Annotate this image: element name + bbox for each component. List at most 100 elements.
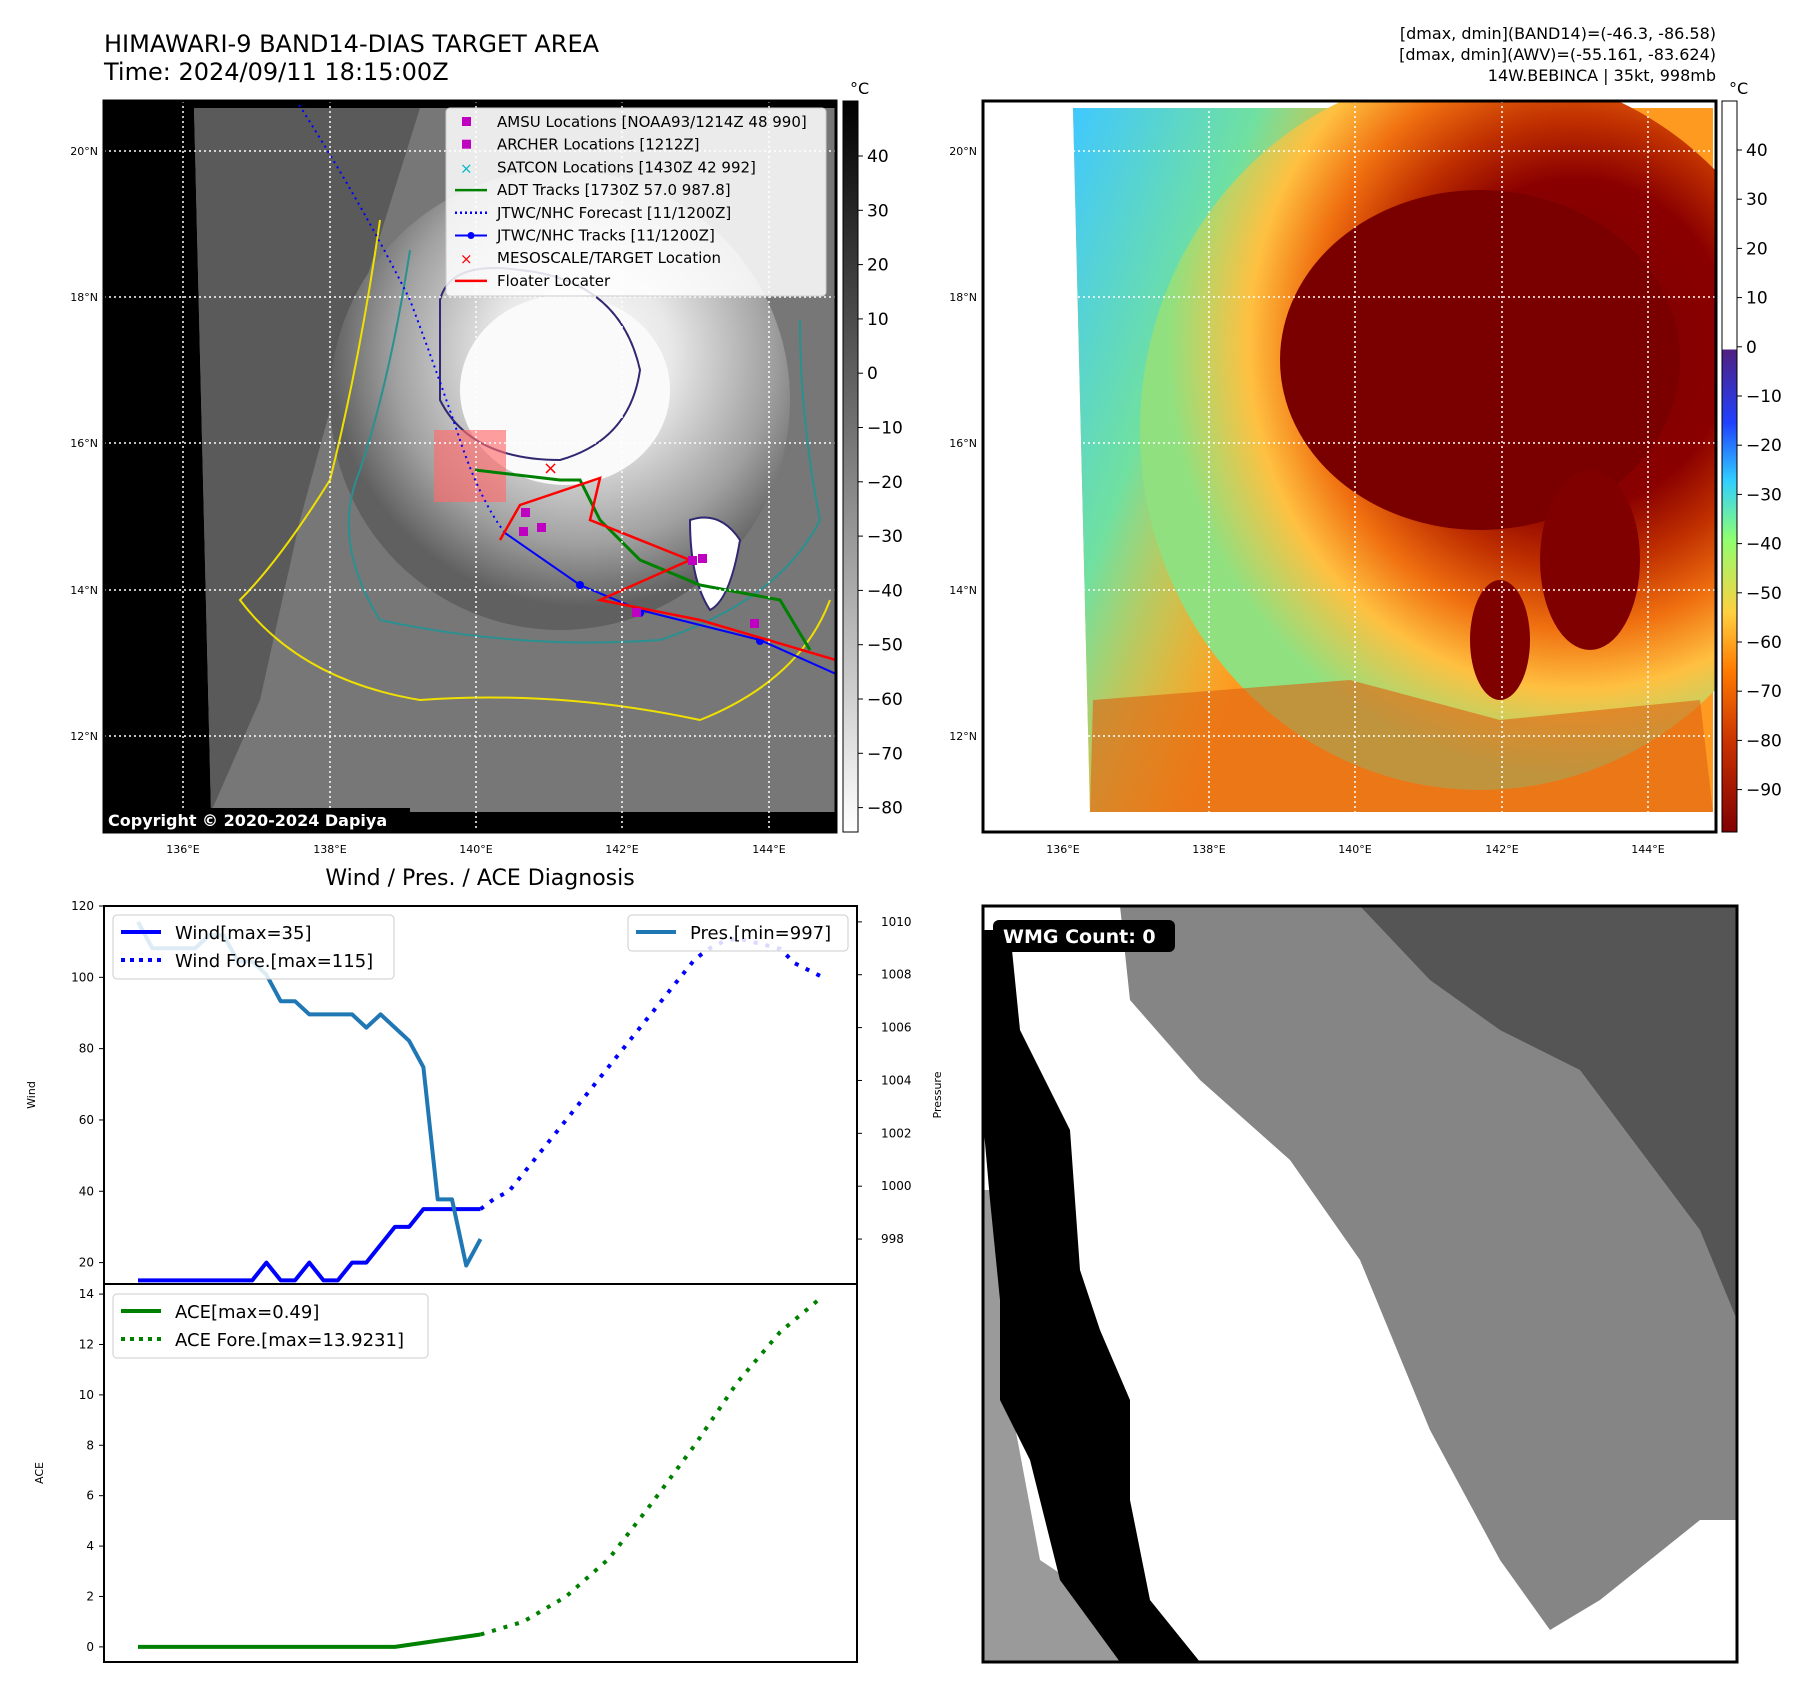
colorbar-tick-label: −50 (867, 636, 903, 656)
ace-forecast-line (479, 1294, 825, 1637)
colorbar-tick-label: 30 (1746, 190, 1768, 210)
colorbar-tick-label: −20 (1746, 436, 1782, 456)
map-legend-label: MESOSCALE/TARGET Location (497, 249, 721, 267)
legend-ace-fore: ACE Fore.[max=13.9231] (175, 1330, 404, 1351)
figure-title-line1: HIMAWARI-9 BAND14-DIAS TARGET AREA (104, 30, 600, 58)
colorbar-tick-label: −70 (1746, 682, 1782, 702)
legend-x-icon: × (460, 250, 473, 268)
header-right-line1: [dmax, dmin](BAND14)=(-46.3, -86.58) (1400, 24, 1716, 43)
colorbar-tick-label: 30 (867, 201, 889, 221)
legend-square-icon (462, 139, 471, 149)
legend-ace: ACE[max=0.49] (175, 1302, 319, 1323)
lat-label: 20°N (70, 145, 98, 158)
map-legend-label: ARCHER Locations [1212Z] (497, 136, 700, 154)
y-tick-label: 10 (79, 1388, 94, 1402)
colorbar-tick-label: −70 (867, 744, 903, 764)
colorbar-right-unit: °C (1729, 79, 1748, 98)
lon-label: 142°E (605, 843, 638, 856)
lon-label: 140°E (459, 843, 492, 856)
map-legend-label: JTWC/NHC Tracks [11/1200Z] (496, 227, 715, 245)
y-tick-label: 12 (79, 1337, 94, 1351)
lon-label: 136°E (166, 843, 199, 856)
ace-chart: 0 2 4 6 8 10 12 14 ACE ACE[max=0.49] ACE Fore.[… (33, 1283, 858, 1663)
pressure-legend: Pres.[min=997] (627, 914, 849, 952)
y-tick-label: 2 (86, 1589, 94, 1603)
colorbar-tick-label: −40 (1746, 535, 1782, 555)
lat-label: 18°N (70, 291, 98, 304)
wmg-gray-band (1120, 906, 1737, 1630)
colorbar-tick-label: −10 (867, 419, 903, 439)
lon-labels-right: 136°E 138°E 140°E 142°E 144°E (1046, 843, 1664, 856)
colorbar-tick-label: 40 (1746, 141, 1768, 161)
amsu-markers (519, 508, 759, 628)
wind-legend: Wind[max=35] Wind Fore.[max=115] (112, 914, 395, 980)
colorbar-left: °C 40 30 20 10 0 −10 −20 −30 −40 −50 −60 −70 −80 (842, 79, 903, 833)
ace-axis-label: ACE (33, 1462, 46, 1484)
lat-labels-right: 20°N 18°N 16°N 14°N 12°N (949, 145, 977, 743)
storm-core (460, 295, 670, 485)
colorbar-tick-label: −30 (867, 527, 903, 547)
lon-label: 142°E (1485, 843, 1518, 856)
colorbar-tick-label: −10 (1746, 387, 1782, 407)
wmg-panel: WMG Count: 0 (981, 904, 1739, 1664)
colorbar-tick-label: −80 (1746, 731, 1782, 751)
lat-label: 12°N (70, 730, 98, 743)
contour-yellow (238, 219, 831, 722)
map-legend-label: JTWC/NHC Forecast [11/1200Z] (496, 204, 731, 222)
y-tick-label-right: 1000 (881, 1179, 912, 1193)
colorbar-right: °C 40 30 20 10 0 −10 −20 −30 −40 −50 −60 −70 −80 −90 (1721, 79, 1782, 833)
wmg-black-band (983, 930, 1200, 1662)
colorbar-tick-label: 0 (867, 364, 878, 384)
colorbar-tick-label: −80 (867, 799, 903, 819)
y-tick-label: 0 (86, 1640, 94, 1654)
adt-track (474, 468, 812, 651)
map-legend-label: AMSU Locations [NOAA93/1214Z 48 990] (497, 113, 807, 131)
diagnosis-title: Wind / Pres. / ACE Diagnosis (325, 866, 634, 891)
ace-line (138, 1632, 481, 1649)
colorbar-tick-label: −30 (1746, 485, 1782, 505)
wind-pressure-chart: 20 40 60 80 100 120 998 1000 1002 1004 1006 1008 10… (25, 899, 944, 1285)
wmg-west-gray (983, 1190, 1150, 1662)
wind-axis-label: Wind (25, 1081, 38, 1109)
header-right-line3: 14W.BEBINCA | 35kt, 998mb (1488, 66, 1716, 85)
y-tick-label: 8 (86, 1438, 94, 1452)
map-legend-label: ADT Tracks [1730Z 57.0 987.8] (497, 181, 731, 199)
y-tick-label: 120 (71, 899, 94, 913)
wind-line (138, 1207, 481, 1283)
awv-map-panel: 20°N 18°N 16°N 14°N 12°N 136°E 138°E 140°E 142°… (949, 99, 1718, 856)
floater-track (498, 476, 836, 662)
wmg-dark-band (1360, 906, 1737, 1320)
ace-legend: ACE[max=0.49] ACE Fore.[max=13.9231] (112, 1293, 429, 1359)
colorbar-tick-label: 20 (1746, 239, 1768, 259)
colorbar-tick-label: −40 (867, 581, 903, 601)
colorbar-tick-label: −20 (867, 473, 903, 493)
colorbar-tick-label: 10 (867, 310, 889, 330)
colorbar-tick-label: −50 (1746, 584, 1782, 604)
map-legend-label: SATCON Locations [1430Z 42 992] (497, 158, 756, 176)
y-tick-label: 60 (79, 1113, 94, 1127)
lon-label: 144°E (1631, 843, 1664, 856)
wmg-count-label: WMG Count: 0 (1003, 926, 1156, 948)
legend-square-icon (462, 117, 471, 126)
lat-label: 12°N (949, 730, 977, 743)
y-tick-label-right: 998 (881, 1232, 904, 1246)
legend-wind: Wind[max=35] (175, 923, 312, 944)
colorbar-tick-label: 10 (1746, 289, 1768, 309)
ir-map-panel: × AMSU Locations [NOAA93/1214Z 48 990] AR… (70, 99, 838, 856)
colorbar-tick-label: 40 (867, 147, 889, 167)
figure-title-line2: Time: 2024/09/11 18:15:00Z (103, 58, 449, 86)
colorbar-tick-label: 0 (1746, 338, 1757, 358)
y-tick-label-right: 1004 (881, 1073, 912, 1087)
lon-label: 144°E (752, 843, 785, 856)
legend-dot-icon (467, 232, 475, 239)
contour-teal (347, 249, 822, 644)
lat-label: 16°N (949, 437, 977, 450)
jtwc-forecast-track (295, 101, 506, 534)
y-tick-label-right: 1002 (881, 1126, 912, 1140)
lat-label: 16°N (70, 437, 98, 450)
floater-box (434, 430, 506, 502)
colorbar-tick-label: −90 (1746, 781, 1782, 801)
lon-labels-left: 136°E 138°E 140°E 142°E 144°E (166, 843, 785, 856)
colorbar-tick-label: −60 (1746, 633, 1782, 653)
map-legend: AMSU Locations [NOAA93/1214Z 48 990] ARCH… (445, 107, 827, 297)
